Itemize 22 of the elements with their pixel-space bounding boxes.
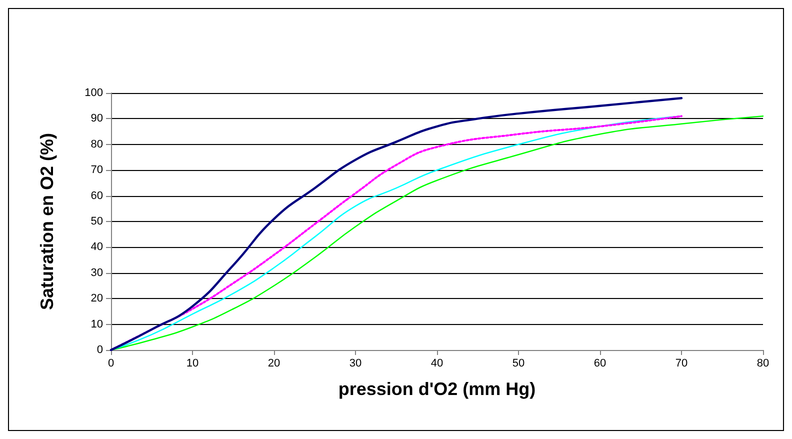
y-tick-label: 60 xyxy=(90,190,103,202)
y-tick-label: 10 xyxy=(90,318,103,330)
y-tick-label: 90 xyxy=(90,112,103,125)
x-tick-label: 30 xyxy=(349,358,362,370)
y-tick-label: 100 xyxy=(84,87,103,99)
x-tick-label: 40 xyxy=(430,358,444,370)
x-tick-label: 50 xyxy=(512,358,525,370)
x-tick-label: 70 xyxy=(675,358,688,370)
y-tick-label: 0 xyxy=(96,344,103,356)
x-tick-label: 20 xyxy=(268,358,280,370)
y-tick-label: 20 xyxy=(90,292,103,305)
y-tick-label: 40 xyxy=(90,241,103,254)
x-tick-label: 60 xyxy=(594,358,606,370)
y-tick-label: 30 xyxy=(90,266,103,279)
y-tick-label: 80 xyxy=(90,138,103,150)
x-tick-label: 0 xyxy=(108,358,114,370)
y-tick-label: 50 xyxy=(90,216,103,228)
x-tick-label: 80 xyxy=(756,358,770,370)
y-axis-title: Saturation en O2 (%) xyxy=(37,132,57,310)
x-axis-title: pression d'O2 (mm Hg) xyxy=(338,379,536,399)
x-tick-label: 10 xyxy=(186,358,199,370)
y-tick-label: 70 xyxy=(90,164,103,176)
